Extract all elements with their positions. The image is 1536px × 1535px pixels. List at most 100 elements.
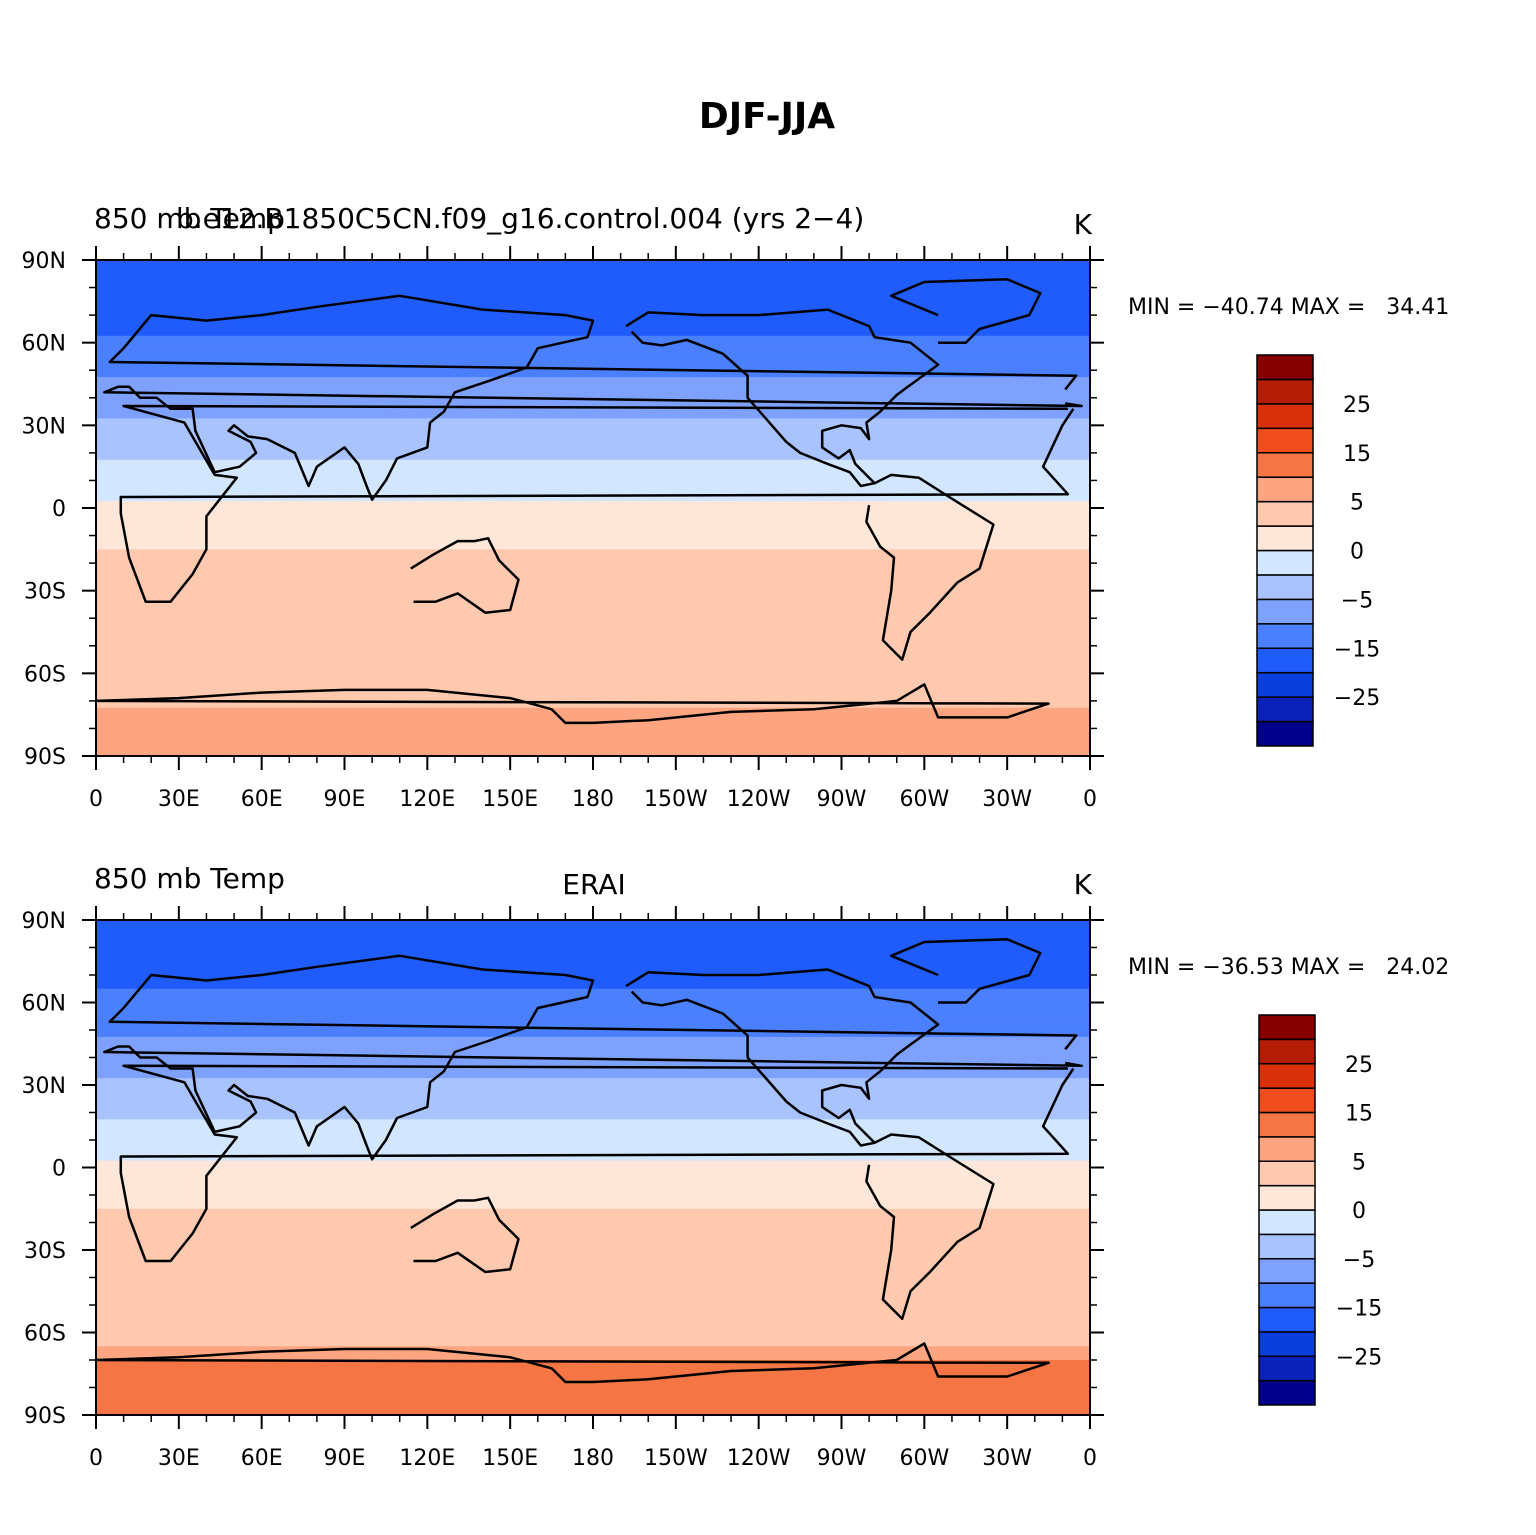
y-tick-label: 30N [22, 1074, 66, 1099]
field-band [96, 954, 1090, 962]
y-tick-label: 0 [52, 1157, 66, 1182]
coastline [103, 954, 1083, 1161]
field-band [96, 590, 1090, 599]
field-band [96, 1339, 1090, 1347]
field-band [96, 1112, 1090, 1120]
colorbar-box [1256, 452, 1314, 478]
field-band [96, 563, 1090, 571]
field-band [96, 1201, 1090, 1210]
y-tick-label: 90N [22, 909, 66, 934]
field-band [96, 1030, 1090, 1038]
x-tick-label: 0 [1083, 787, 1097, 812]
field-band [96, 995, 1090, 1004]
coastline [95, 1342, 1050, 1384]
coastline [95, 683, 1050, 725]
field-band [96, 356, 1090, 364]
field-band [96, 411, 1090, 420]
field-band [96, 707, 1090, 716]
field-band [96, 549, 1090, 557]
field-band [96, 473, 1090, 482]
coastline [119, 404, 1075, 603]
field-band [96, 576, 1090, 585]
coastline [889, 278, 1042, 344]
field-band [96, 1002, 1090, 1010]
field-band [96, 666, 1090, 674]
field-band [96, 968, 1090, 976]
field-band [96, 1160, 1090, 1169]
field-band [96, 446, 1090, 454]
colorbar-box [1258, 1379, 1316, 1406]
colorbar-box [1256, 476, 1314, 503]
x-tick-label: 60W [899, 787, 949, 812]
colorbar-label: 15 [1343, 442, 1371, 467]
colorbar-label: 25 [1343, 393, 1371, 418]
x-tick-label: 30W [982, 1446, 1032, 1471]
x-tick-label: 120W [727, 787, 791, 812]
panel-1-axes: 0 30E 60E 90E 120E 150E 180 150W 120W 90W 60W 30W 09… [22, 246, 1104, 812]
y-tick-label: 60S [24, 662, 66, 687]
y-tick-label: 30N [22, 414, 66, 439]
field-band [96, 625, 1090, 633]
panel-1-map [95, 260, 1090, 757]
field-band [96, 1119, 1090, 1127]
field-band [96, 1091, 1090, 1100]
field-band [96, 1229, 1090, 1237]
field-band [96, 961, 1090, 969]
colorbar-box [1258, 1209, 1316, 1236]
field-band [96, 487, 1090, 495]
field-band [96, 432, 1090, 440]
field-band [96, 1195, 1090, 1203]
coastline [865, 1133, 995, 1321]
colorbar-box [1256, 549, 1314, 576]
field-band [96, 1243, 1090, 1251]
field-band [96, 1140, 1090, 1148]
coastline [410, 1196, 520, 1274]
field-band [96, 1222, 1090, 1230]
colorbar-label: 0 [1350, 540, 1364, 565]
x-tick-label: 0 [1083, 1446, 1097, 1471]
colorbar-box [1258, 1063, 1316, 1089]
field-band [96, 947, 1090, 955]
colorbar-box [1258, 1038, 1316, 1065]
colorbar-box [1258, 1258, 1316, 1284]
field-band [96, 1071, 1090, 1079]
field-band [96, 1380, 1090, 1389]
panel-1-colorbar: 25 15 5 0 −5 −15 −25 [1256, 354, 1380, 747]
field-band [96, 570, 1090, 578]
field-band [96, 1181, 1090, 1189]
field-band [96, 1057, 1090, 1065]
coastline [625, 308, 940, 488]
x-tick-label: 120E [399, 1446, 455, 1471]
colorbar-box [1256, 623, 1314, 649]
field-band [96, 1277, 1090, 1285]
field-band [96, 1298, 1090, 1306]
field-band [96, 1208, 1090, 1217]
x-tick-label: 60E [241, 1446, 283, 1471]
x-tick-label: 150W [644, 787, 708, 812]
field-band [96, 687, 1090, 695]
field-band [96, 260, 1090, 268]
field-band [96, 1105, 1090, 1114]
field-band [96, 1318, 1090, 1327]
field-band [96, 390, 1090, 399]
field-band [96, 749, 1090, 757]
x-tick-label: 150E [482, 1446, 538, 1471]
field-band [96, 735, 1090, 743]
field-band [96, 1188, 1090, 1196]
colorbar-label: 5 [1352, 1150, 1366, 1175]
colorbar-box [1256, 671, 1314, 698]
x-tick-label: 180 [572, 787, 614, 812]
field-band [96, 535, 1090, 544]
colorbar-box [1258, 1282, 1316, 1309]
panel-2-stats: MIN = −36.53 MAX = 24.02 [1128, 955, 1449, 980]
field-band [96, 508, 1090, 516]
field-band [96, 377, 1090, 385]
field-band [96, 1263, 1090, 1272]
field-band [96, 384, 1090, 392]
field-band [96, 1305, 1090, 1313]
field-band [96, 1353, 1090, 1361]
coastline [865, 473, 995, 661]
field-band [96, 528, 1090, 537]
panel-2-units: K [1074, 868, 1093, 901]
